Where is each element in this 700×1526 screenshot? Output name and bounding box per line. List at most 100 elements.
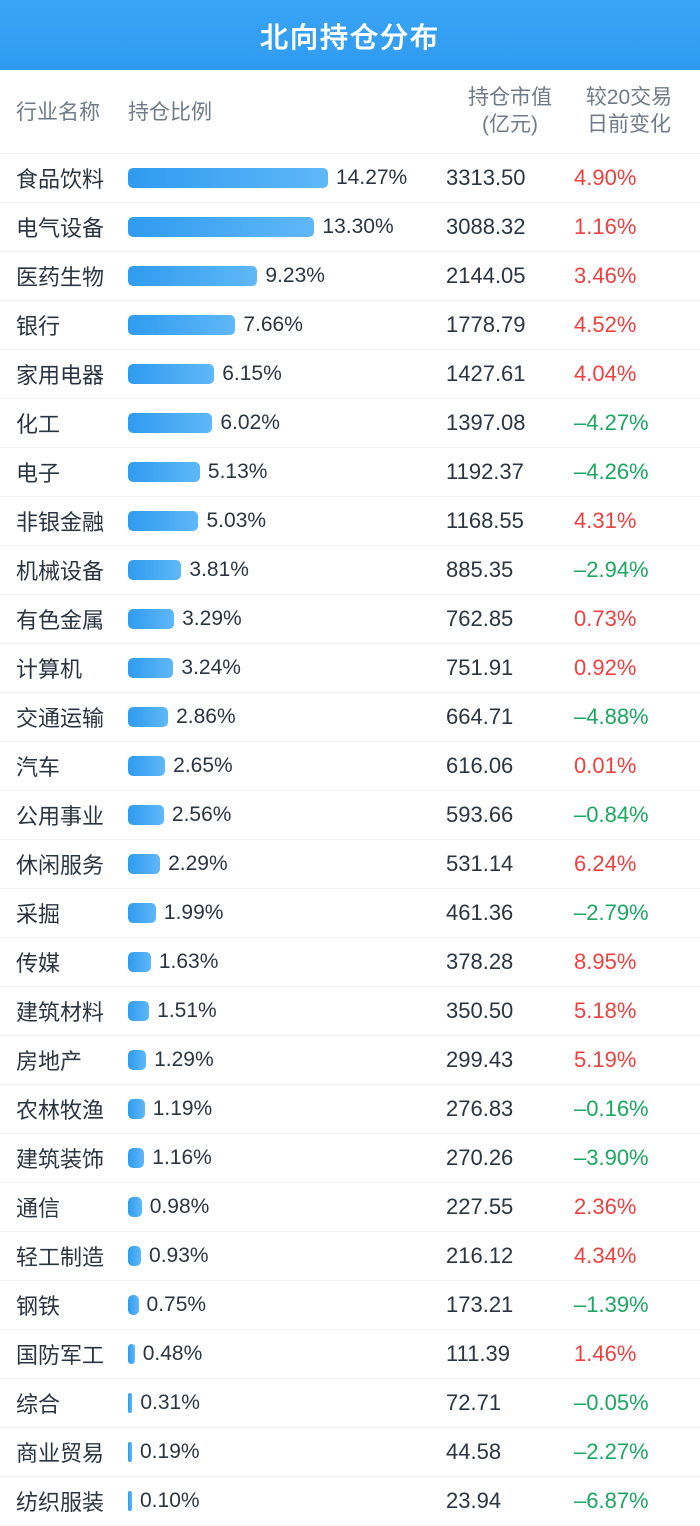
ratio-label: 1.51% [157,999,217,1023]
table-row: 建筑装饰1.16%270.26–3.90% [0,1134,700,1183]
ratio-label: 2.65% [173,754,233,778]
ratio-bar-fill [128,1099,145,1119]
cell-name: 国防军工 [16,1338,124,1370]
col-header-change: 较20交易 日前变化 [574,84,690,139]
cell-name: 计算机 [16,652,124,684]
cell-name: 非银金融 [16,505,124,537]
cell-change: –0.05% [574,1390,690,1416]
cell-change: 1.16% [574,214,690,240]
cell-change: 4.04% [574,361,690,387]
ratio-label: 3.24% [181,656,241,680]
cell-name: 传媒 [16,946,124,978]
cell-name: 轻工制造 [16,1240,124,1272]
cell-name: 化工 [16,407,124,439]
ratio-bar-track [128,854,328,874]
cell-value: 72.71 [446,1390,574,1416]
ratio-bar-track [128,168,328,188]
cell-name: 建筑材料 [16,995,124,1027]
table-row: 轻工制造0.93%216.124.34% [0,1232,700,1281]
table-row: 食品饮料14.27%3313.504.90% [0,154,700,203]
cell-change: –3.90% [574,1145,690,1171]
cell-name: 纺织服装 [16,1485,124,1517]
cell-ratio: 3.29% [124,607,446,631]
ratio-label: 3.29% [182,607,242,631]
cell-ratio: 1.99% [124,901,446,925]
table-row: 电气设备 13.30% 3088.321.16% [0,203,700,252]
cell-value: 173.21 [446,1292,574,1318]
table-row: 计算机3.24%751.910.92% [0,644,700,693]
cell-name: 有色金属 [16,603,124,635]
cell-ratio: 3.81% [124,558,446,582]
ratio-bar-fill [128,1246,141,1266]
ratio-label: 1.29% [154,1048,214,1072]
table-row: 建筑材料 1.51% 350.505.18% [0,987,700,1036]
cell-ratio: 0.10% [124,1489,446,1513]
cell-name: 钢铁 [16,1289,124,1321]
ratio-label: 5.03% [207,509,267,533]
cell-change: 1.46% [574,1341,690,1367]
cell-change: 5.18% [574,998,690,1024]
cell-change: 5.19% [574,1047,690,1073]
cell-value: 664.71 [446,704,574,730]
cell-value: 2144.05 [446,263,574,289]
cell-name: 通信 [16,1191,124,1223]
ratio-bar-fill [128,805,164,825]
ratio-label: 0.93% [149,1244,209,1268]
ratio-bar-fill [128,1295,139,1315]
table-row: 化工6.02%1397.08–4.27% [0,399,700,448]
cell-change: 0.01% [574,753,690,779]
cell-name: 农林牧渔 [16,1093,124,1125]
table-row: 机械设备3.81%885.35–2.94% [0,546,700,595]
cell-change: 4.34% [574,1243,690,1269]
cell-value: 616.06 [446,753,574,779]
col-header-change-l1: 较20交易 [574,84,684,111]
cell-ratio: 1.19% [124,1097,446,1121]
ratio-bar-fill [128,1393,132,1413]
ratio-bar-fill [128,952,151,972]
table-row: 医药生物9.23%2144.053.46% [0,252,700,301]
cell-value: 350.50 [446,998,574,1024]
cell-ratio: 13.30% [124,215,446,239]
table-row: 休闲服务2.29%531.146.24% [0,840,700,889]
cell-ratio: 3.24% [124,656,446,680]
cell-change: –6.87% [574,1488,690,1514]
ratio-label: 5.13% [208,460,268,484]
cell-value: 1192.37 [446,459,574,485]
cell-ratio: 2.65% [124,754,446,778]
cell-value: 3088.32 [446,214,574,240]
cell-ratio: 14.27% [124,166,446,190]
ratio-label: 2.56% [172,803,232,827]
cell-ratio: 0.98% [124,1195,446,1219]
cell-value: 1778.79 [446,312,574,338]
table-header: 行业名称 持仓比例 持仓市值 (亿元) 较20交易 日前变化 [0,70,700,154]
cell-name: 建筑装饰 [16,1142,124,1174]
cell-value: 44.58 [446,1439,574,1465]
cell-value: 593.66 [446,802,574,828]
cell-change: –2.79% [574,900,690,926]
cell-change: 3.46% [574,263,690,289]
ratio-label: 0.19% [140,1440,200,1464]
table-row: 综合 0.31% 72.71–0.05% [0,1379,700,1428]
cell-name: 商业贸易 [16,1436,124,1468]
ratio-bar-fill [128,1001,149,1021]
cell-value: 299.43 [446,1047,574,1073]
table-body: 食品饮料14.27%3313.504.90%电气设备13.30%3088.321… [0,154,700,1526]
cell-value: 885.35 [446,557,574,583]
table-row: 通信0.98%227.552.36% [0,1183,700,1232]
ratio-label: 9.23% [265,264,325,288]
cell-change: 4.52% [574,312,690,338]
ratio-bar-fill [128,364,214,384]
cell-name: 电气设备 [16,211,124,243]
ratio-label: 0.31% [140,1391,200,1415]
table-row: 房地产1.29%299.435.19% [0,1036,700,1085]
ratio-bar-fill [128,413,212,433]
cell-ratio: 2.56% [124,803,446,827]
ratio-label: 13.30% [322,215,393,239]
ratio-bar-fill [128,707,168,727]
cell-name: 综合 [16,1387,124,1419]
cell-value: 1427.61 [446,361,574,387]
cell-value: 276.83 [446,1096,574,1122]
ratio-label: 0.98% [150,1195,210,1219]
cell-ratio: 1.51% [124,999,446,1023]
cell-name: 汽车 [16,750,124,782]
